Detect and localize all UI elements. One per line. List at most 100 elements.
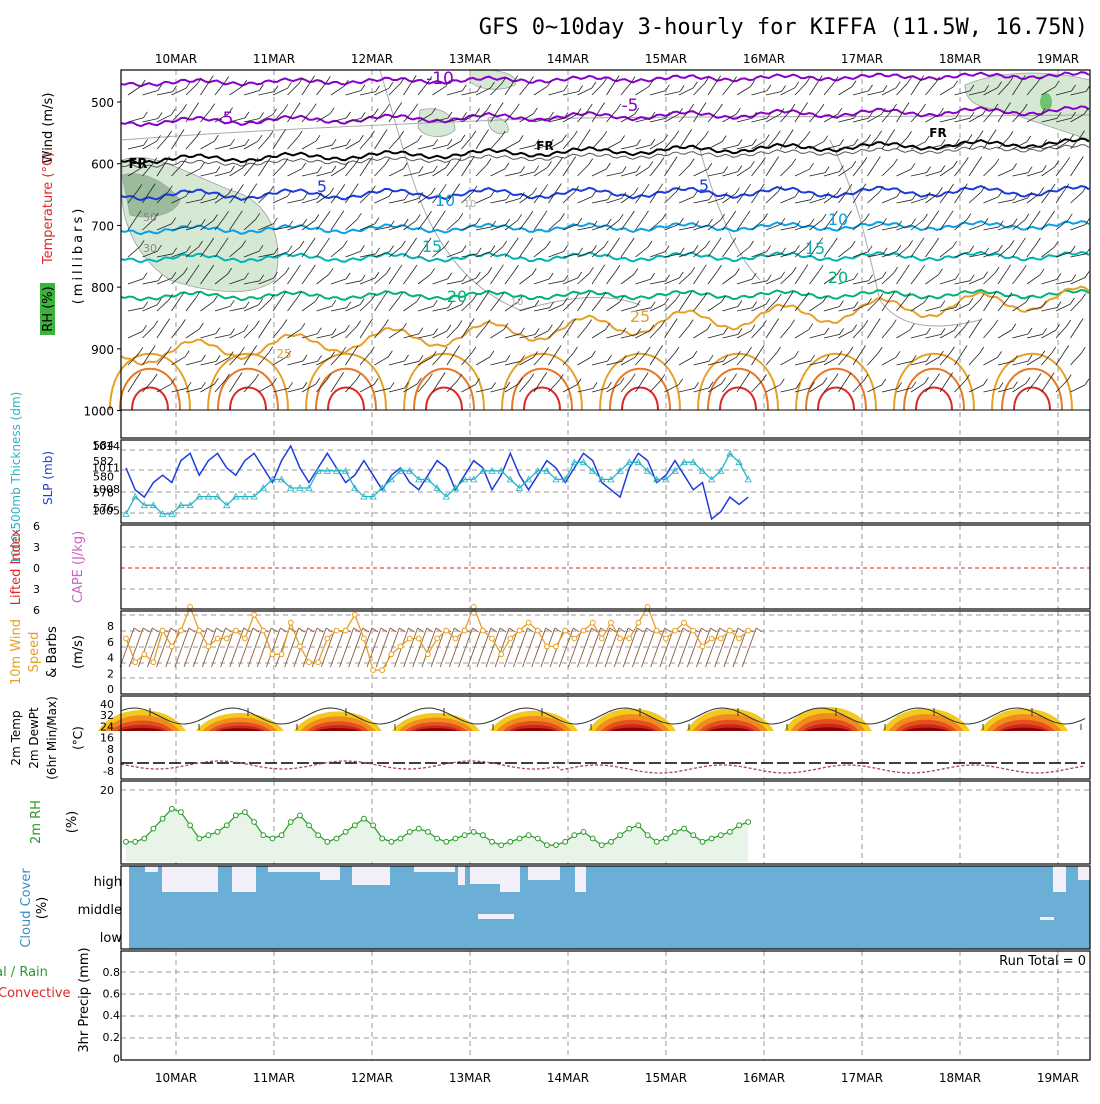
upper-wind-barb-flag [969,274,975,281]
cape-tick: 3 [33,541,40,554]
upper-wind-barb-flag [788,129,794,136]
upper-wind-barb-flag [619,295,625,303]
upper-wind-barb-flag [559,373,564,381]
upper-wind-barb [852,90,869,96]
wind10-barb-flag [472,627,479,633]
upper-wind-barb-flag [529,373,535,381]
wind10-barb-flag [389,627,397,633]
upper-wind-barb-flag [143,301,149,309]
wind10-speed-point [333,627,340,634]
rh2m-point [297,812,303,819]
upper-wind-barb [359,384,375,393]
thickness-point [680,458,688,466]
upper-wind-barb-flag [650,138,656,146]
upper-wind-barb-flag [1036,76,1042,83]
rh2m-point [269,835,276,842]
upper-wind-barb [171,356,186,366]
thickness-point [515,484,524,491]
wind10-barb [494,627,510,668]
upper-wind-barb [562,91,579,96]
upper-wind-barb-flag [476,85,482,92]
wind10-barb-flag [371,627,379,633]
upper-wind-barb [1070,162,1080,177]
ylabel-precip-convective: Convective [0,986,71,1001]
wind10-barb [220,627,236,668]
upper-wind-barb [156,324,167,339]
upper-wind-barb [272,226,289,231]
upper-wind-barb [316,273,330,285]
upper-wind-barb [852,351,862,366]
thickness-point [314,466,322,474]
upper-wind-barb-flag [672,156,678,163]
upper-wind-barb-flag [519,192,525,199]
upper-wind-barb [997,329,1013,339]
upper-wind-barb-flag [143,139,148,146]
upper-wind-barb [359,162,370,177]
contour-label-rh50: 50 [143,211,157,224]
wind10-speed-point [461,627,468,634]
ylabel-temp2m: (6hr Min/Max) [45,696,59,780]
upper-wind-barb-flag [634,107,640,115]
upper-wind-barb [229,167,244,177]
rh2m-point [415,825,422,832]
upper-wind-barb-flag [904,102,910,109]
temp-daytime-fill [806,727,850,731]
wind10-speed-point [571,635,578,642]
upper-wind-barb [678,164,691,177]
upper-wind-barb-flag [302,381,308,389]
upper-wind-barb [417,357,433,366]
rh2m-point [672,829,678,835]
upper-wind-barb [896,329,911,339]
upper-wind-barb [562,223,579,231]
upper-wind-barb [388,246,402,258]
upper-wind-barb-flag [498,102,504,109]
upper-wind-barb [562,114,578,123]
thickness-point [588,466,597,474]
wind10-barb [513,627,528,668]
upper-wind-barb-flag [678,271,684,279]
upper-wind-barb [635,117,652,123]
upper-wind-barb [533,85,548,96]
upper-wind-barb [475,226,492,231]
wind10-barb-flag [435,627,443,633]
upper-wind-barb [577,109,589,123]
upper-wind-barb [475,135,485,150]
upper-wind-barb-flag [171,272,177,279]
upper-wind-barb-flag [911,381,917,389]
boundary-layer-isotherm [119,367,181,411]
upper-wind-barb [171,325,182,339]
wind10-barb [458,627,473,668]
upper-wind-barb-flag [600,264,606,271]
upper-wind-barb [910,301,925,312]
upper-wind-barb-flag [471,130,477,138]
upper-wind-barb-flag [244,272,249,280]
upper-wind-barb [678,356,694,366]
upper-wind-barb-flag [505,218,511,226]
upper-wind-barb-flag [346,301,352,308]
upper-wind-barb [345,251,361,258]
thickness-point [158,509,167,517]
upper-wind-barb-flag [215,327,221,334]
upper-wind-barb-flag [818,237,823,245]
upper-wind-barb [200,220,214,231]
date-label-bottom: 14MAR [547,1071,589,1085]
upper-wind-barb [751,90,768,96]
upper-wind-barb-flag [281,129,286,136]
upper-wind-barb-flag [953,80,959,87]
upper-wind-barb-flag [353,183,359,190]
date-label-bottom: 12MAR [351,1071,393,1085]
thickness-point [735,458,743,466]
upper-wind-barb [504,270,515,285]
upper-wind-barb-flag [186,381,192,389]
upper-wind-barb [548,326,560,339]
upper-wind-barb-flag [442,346,448,354]
upper-wind-barb [809,141,824,150]
rh-contour [829,139,981,327]
upper-wind-barb [461,299,474,312]
upper-wind-barb-flag [704,77,709,84]
upper-wind-barb-flag [862,157,868,164]
upper-wind-barb [765,191,778,204]
upper-wind-barb-flag [776,293,782,300]
date-label-top: 17MAR [841,52,883,66]
upper-wind-barb-flag [896,190,902,198]
